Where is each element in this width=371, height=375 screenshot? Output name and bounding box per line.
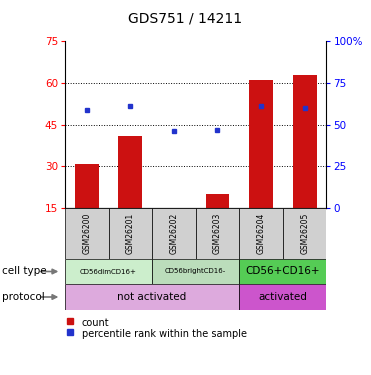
Bar xyxy=(152,208,196,259)
Text: GSM26201: GSM26201 xyxy=(126,213,135,254)
Text: GSM26200: GSM26200 xyxy=(82,213,91,254)
Text: count: count xyxy=(82,318,109,328)
Bar xyxy=(239,208,283,259)
Text: GSM26204: GSM26204 xyxy=(257,213,266,254)
Bar xyxy=(283,208,326,259)
Bar xyxy=(152,259,239,284)
Bar xyxy=(65,208,109,259)
Bar xyxy=(239,259,326,284)
Text: activated: activated xyxy=(259,292,307,302)
Bar xyxy=(65,259,152,284)
Text: CD56brightCD16-: CD56brightCD16- xyxy=(165,268,226,274)
Text: protocol: protocol xyxy=(2,292,45,302)
Text: GSM26205: GSM26205 xyxy=(300,213,309,254)
Bar xyxy=(75,164,99,208)
Bar xyxy=(65,284,239,310)
Text: not activated: not activated xyxy=(118,292,187,302)
Text: GDS751 / 14211: GDS751 / 14211 xyxy=(128,11,243,25)
Text: GSM26202: GSM26202 xyxy=(170,213,178,254)
Bar xyxy=(293,75,317,208)
Text: cell type: cell type xyxy=(2,267,46,276)
Text: CD56+CD16+: CD56+CD16+ xyxy=(246,267,320,276)
Text: percentile rank within the sample: percentile rank within the sample xyxy=(82,329,247,339)
Bar xyxy=(206,194,230,208)
Bar xyxy=(109,208,152,259)
Bar xyxy=(196,208,239,259)
Text: CD56dimCD16+: CD56dimCD16+ xyxy=(80,268,137,274)
Bar xyxy=(118,136,142,208)
Bar xyxy=(239,284,326,310)
Bar xyxy=(249,80,273,208)
Text: GSM26203: GSM26203 xyxy=(213,213,222,254)
